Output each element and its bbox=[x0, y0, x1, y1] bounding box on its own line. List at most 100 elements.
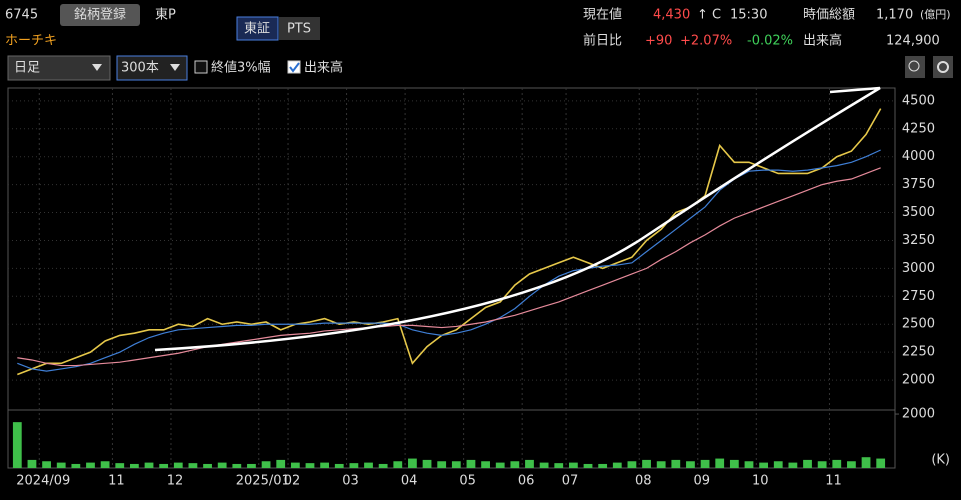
volume-bar bbox=[700, 459, 710, 468]
dropdown-arrow bbox=[92, 64, 102, 71]
price-line bbox=[17, 167, 881, 367]
y-tick-label: 2000 bbox=[902, 373, 935, 388]
settings-icon bbox=[937, 61, 949, 73]
register-button[interactable] bbox=[60, 4, 140, 26]
volume-bar bbox=[759, 462, 769, 468]
x-tick-label: 07 bbox=[562, 474, 579, 489]
volume-bar bbox=[393, 461, 403, 468]
volume-bar bbox=[803, 459, 812, 468]
volume-bar bbox=[495, 462, 505, 468]
volume-bar bbox=[861, 457, 871, 468]
volume-bar bbox=[729, 459, 739, 468]
tse-button[interactable] bbox=[236, 16, 279, 41]
volume-bar bbox=[832, 459, 842, 468]
market: 東P bbox=[155, 7, 176, 23]
volume-bar bbox=[408, 458, 417, 468]
x-tick-label: 10 bbox=[752, 474, 769, 489]
volume-bar bbox=[115, 463, 125, 468]
volume-bar bbox=[159, 463, 169, 468]
change-other: -0.02% bbox=[747, 34, 793, 49]
volume-bar bbox=[788, 462, 798, 468]
x-tick-label: 06 bbox=[518, 474, 535, 489]
count-select[interactable] bbox=[116, 55, 188, 81]
volume-bar bbox=[27, 459, 37, 468]
y-tick-label: 3750 bbox=[902, 177, 935, 192]
volume-bar bbox=[510, 461, 520, 468]
y-tick-label: 4250 bbox=[902, 121, 935, 136]
x-tick-label: 12 bbox=[167, 474, 184, 489]
y-tick-label: 3000 bbox=[902, 261, 935, 276]
volume-bar bbox=[773, 461, 783, 468]
volume-bar bbox=[656, 461, 666, 468]
x-tick-label: 11 bbox=[825, 474, 842, 489]
volume-bar bbox=[203, 463, 212, 468]
pts-button[interactable] bbox=[279, 17, 320, 40]
checkbox-checked[interactable] bbox=[287, 60, 301, 74]
y-unit: (K) bbox=[931, 453, 950, 468]
time: 15:30 bbox=[730, 8, 767, 23]
x-tick-label: 03 bbox=[342, 474, 359, 489]
volume-bar bbox=[173, 462, 183, 468]
volume-bar bbox=[583, 463, 593, 468]
volume-bar bbox=[364, 462, 373, 468]
volume-bar bbox=[466, 459, 476, 468]
volume-bar bbox=[247, 463, 256, 468]
y-tick-label: 2500 bbox=[902, 317, 935, 332]
zoom-icon bbox=[908, 60, 920, 72]
period-select[interactable] bbox=[7, 55, 111, 81]
x-tick-label: 05 bbox=[459, 474, 476, 489]
x-tick-label: 08 bbox=[635, 474, 652, 489]
option2: 出来高 bbox=[304, 60, 343, 76]
volume-bar bbox=[715, 458, 725, 468]
volume-bar bbox=[847, 461, 856, 468]
volume-bar bbox=[56, 462, 66, 468]
volume-bar bbox=[71, 463, 81, 468]
volume-bar bbox=[217, 462, 227, 468]
stock-name: ホーチキ bbox=[5, 34, 57, 49]
cap: 1,170 bbox=[876, 8, 913, 23]
volume-bar bbox=[598, 463, 608, 468]
volume-bar bbox=[686, 461, 695, 468]
volume-bar bbox=[188, 463, 198, 468]
dropdown-arrow bbox=[170, 64, 180, 71]
volume-bar bbox=[422, 459, 432, 468]
checkbox[interactable] bbox=[194, 60, 208, 74]
volume-bar bbox=[437, 461, 447, 468]
volume-bar bbox=[334, 463, 344, 468]
settings-button[interactable] bbox=[933, 56, 953, 78]
y-tick-label: 3250 bbox=[902, 233, 935, 248]
x-tick-label: 09 bbox=[693, 474, 710, 489]
volume-bar bbox=[261, 461, 271, 468]
plot-frame bbox=[7, 87, 896, 469]
volume-bar bbox=[320, 462, 330, 468]
change-label: 前日比 bbox=[583, 33, 622, 49]
period: 日足 bbox=[14, 61, 40, 76]
volume-bar bbox=[100, 461, 110, 468]
volume-bar bbox=[671, 459, 681, 468]
change-pct: +2.07% bbox=[680, 34, 732, 49]
zoom-button[interactable] bbox=[905, 56, 925, 78]
volume-bar bbox=[232, 463, 242, 468]
x-tick-label: 11 bbox=[108, 474, 125, 489]
volume-bar bbox=[481, 461, 490, 468]
volume: 124,900 bbox=[886, 34, 940, 49]
x-tick-label: 04 bbox=[401, 474, 418, 489]
volume-bar bbox=[12, 422, 22, 468]
x-tick-label: 2024/09 bbox=[16, 474, 70, 489]
volume-bar bbox=[305, 463, 315, 468]
pts-label: PTS bbox=[287, 22, 311, 37]
checkmark bbox=[289, 62, 300, 73]
code: 6745 bbox=[5, 8, 38, 23]
x-tick-label: 2025/01 bbox=[236, 474, 290, 489]
volume-bar bbox=[568, 462, 578, 468]
y-tick-label: 3500 bbox=[902, 205, 935, 220]
volume-bar bbox=[290, 462, 300, 468]
volume-bar bbox=[129, 463, 139, 468]
volume-bar bbox=[627, 461, 637, 468]
price-label: 現在値 bbox=[583, 7, 622, 23]
volume-bar bbox=[876, 458, 886, 468]
y-tick-label: 2250 bbox=[902, 345, 935, 360]
